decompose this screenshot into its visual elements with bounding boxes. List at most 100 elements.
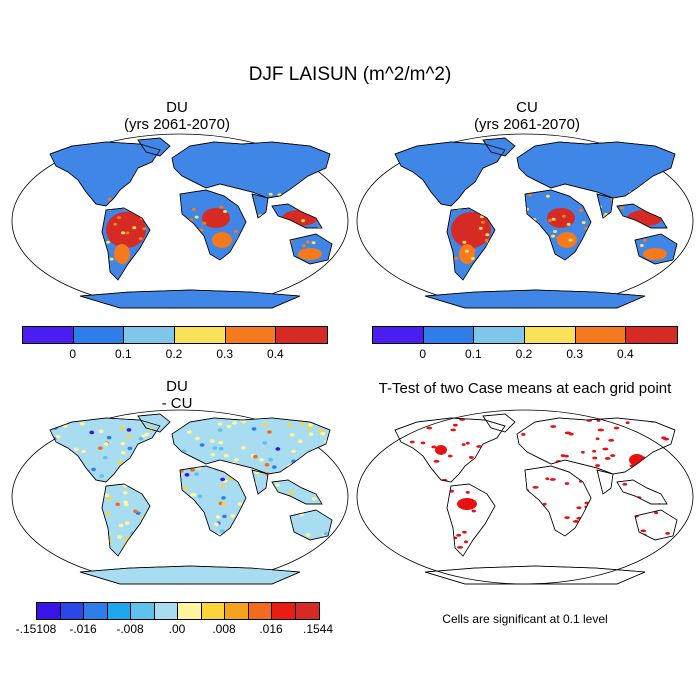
australia-coast (643, 248, 667, 260)
grid-cell (219, 529, 225, 533)
panel-ttest-name: T-Test of two Case means at each grid po… (378, 380, 672, 397)
grid-cell (233, 458, 239, 462)
coastline-greenland (482, 413, 516, 433)
grid-cell (221, 496, 226, 500)
panel-title-cu: CU (yrs 2061-2070) (447, 99, 607, 133)
grid-cell (308, 423, 314, 427)
coastline-samerica (101, 483, 151, 557)
significant-cell (596, 419, 601, 422)
panel-diff-sub: - CU (161, 395, 193, 412)
grid-cell (233, 229, 238, 233)
significant-cell (581, 450, 585, 454)
significant-cell (592, 456, 598, 460)
grid-cell (251, 427, 257, 431)
grid-cell (107, 197, 112, 201)
coastline-africa (179, 465, 247, 537)
grid-cell (226, 424, 232, 429)
map-cu (356, 133, 694, 309)
grid-cell (289, 433, 295, 437)
significant-cell (545, 477, 550, 481)
significant-cell (409, 440, 415, 444)
grid-cell (480, 220, 485, 224)
significant-cell (613, 426, 620, 430)
grid-cell (223, 453, 229, 458)
grid-cell (268, 192, 273, 196)
grid-cell (191, 207, 196, 211)
grid-cell (106, 435, 112, 440)
significant-cell (564, 516, 570, 520)
grid-cell (103, 442, 109, 446)
colorbar-swatch (131, 603, 155, 619)
coastline-namerica (49, 417, 161, 483)
grid-cell (237, 502, 243, 506)
grid-cell (202, 221, 207, 225)
grid-cell (315, 437, 320, 441)
colorbar-swatch (474, 327, 525, 343)
colorbar-tick-label: .1544 (302, 622, 334, 636)
grid-cell (561, 214, 566, 218)
coastline-greenland (137, 413, 171, 433)
colorbar-swatch (272, 603, 296, 619)
grid-cell (102, 455, 108, 460)
grid-cell (81, 449, 87, 454)
grid-cell (324, 447, 330, 451)
coastline-india (251, 193, 269, 219)
grid-cell (620, 206, 625, 210)
significant-cell (471, 509, 476, 513)
significant-cell (576, 506, 582, 510)
grid-cell (98, 429, 104, 434)
significant-cell (426, 426, 433, 430)
grid-cell (311, 241, 316, 245)
grid-cell (230, 514, 236, 518)
grid-cell (117, 535, 122, 539)
grid-cell (262, 422, 268, 427)
panel-cu-name: CU (516, 99, 538, 116)
coastline-namerica (394, 417, 506, 483)
grid-cell (462, 240, 467, 244)
congo-region (547, 208, 575, 228)
coastline-africa (179, 189, 247, 261)
grid-cell (184, 472, 190, 477)
grid-cell (222, 210, 227, 214)
coastline-seasia (616, 203, 668, 229)
significant-cell (468, 456, 474, 459)
grid-cell (194, 482, 200, 487)
coastline-africa (524, 189, 592, 261)
grid-cell (323, 531, 329, 536)
grid-cell (642, 238, 647, 242)
colorbar-tick-label: 0.4 (266, 347, 284, 361)
grid-cell (262, 441, 268, 445)
significant-cell (610, 454, 616, 457)
grid-cell (257, 430, 263, 435)
colorbar-tick-label: 0 (69, 347, 76, 361)
significant-cell (625, 421, 630, 425)
australia-coast (298, 248, 322, 260)
grid-cell (241, 446, 246, 450)
map-ttest (356, 409, 694, 585)
significant-cell (431, 445, 437, 449)
grid-cell (106, 496, 112, 501)
grid-cell (55, 434, 61, 439)
significant-cell (622, 482, 628, 486)
grid-cell (300, 422, 306, 426)
significant-cell (595, 437, 600, 441)
significant-cell (521, 433, 526, 436)
grid-cell (553, 230, 558, 234)
grid-cell (471, 248, 476, 252)
colorbar-swatch (178, 603, 202, 619)
grid-cell (232, 421, 237, 425)
colorbar-tick-label: .00 (168, 622, 186, 636)
significant-cell (461, 443, 466, 447)
grid-cell (97, 446, 103, 450)
grid-cell (485, 233, 490, 237)
panel-title-du: DU (yrs 2061-2070) (97, 99, 257, 133)
significant-cell (560, 454, 566, 458)
colorbar-swatch (201, 603, 225, 619)
grid-cell (241, 419, 247, 424)
grid-cell (189, 493, 195, 497)
grid-cell (126, 428, 132, 432)
significant-cell (595, 464, 601, 467)
grid-cell (555, 236, 560, 240)
grid-cell (119, 426, 125, 431)
grid-cell (215, 515, 221, 519)
